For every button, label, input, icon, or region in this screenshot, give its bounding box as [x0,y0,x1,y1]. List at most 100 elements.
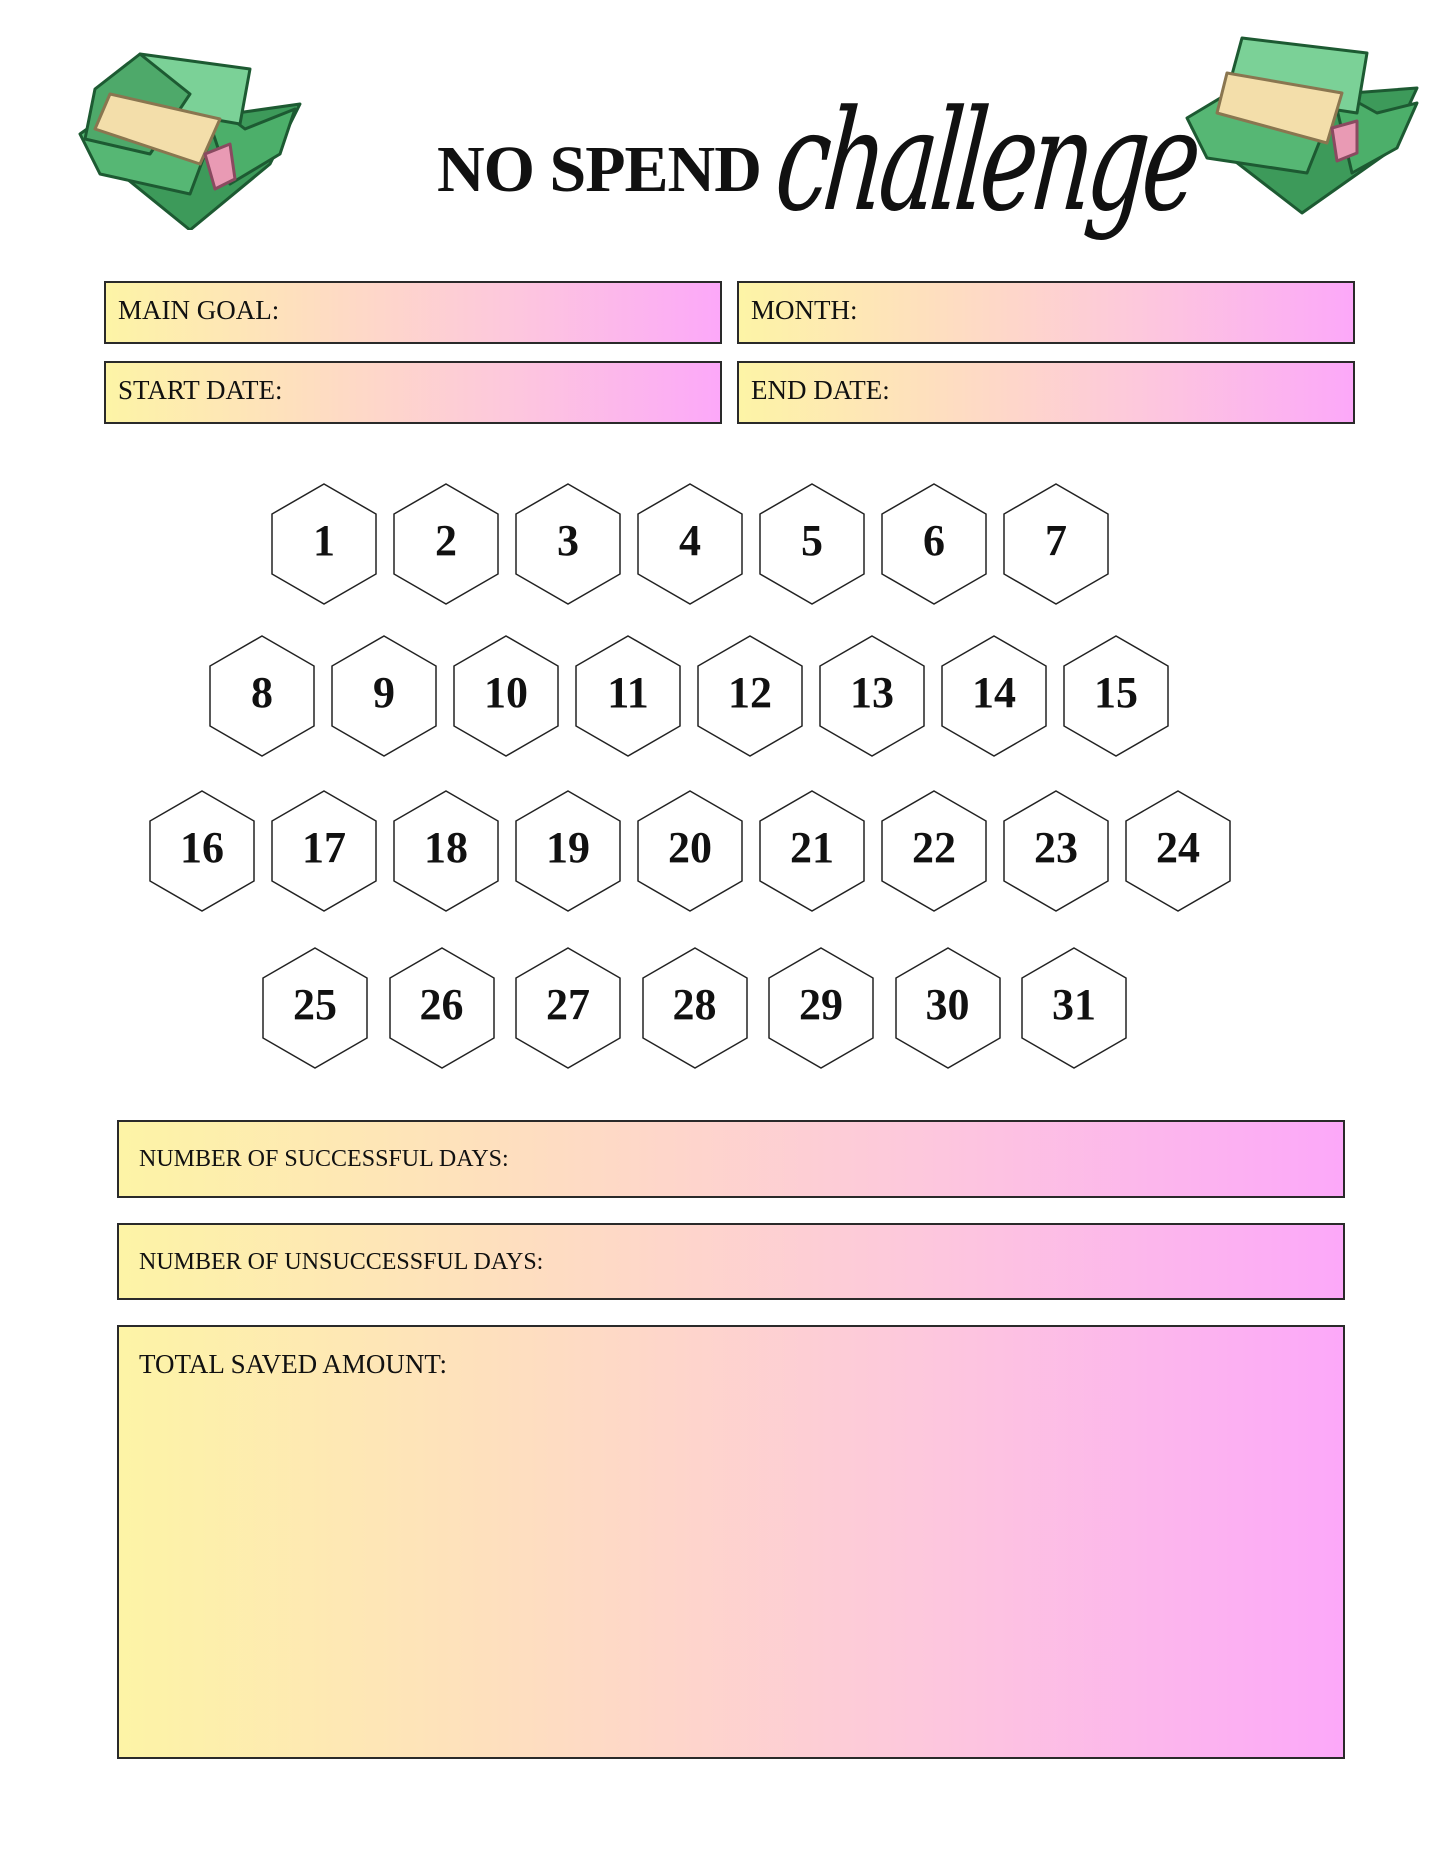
day-number: 21 [790,823,834,872]
day-hexagon[interactable]: 4 [637,483,743,605]
hexagon-shape [515,483,621,605]
hexagon-shape [262,947,368,1069]
day-number: 14 [972,668,1016,717]
money-stack-icon [78,52,302,230]
day-number: 10 [484,668,528,717]
day-hexagon[interactable]: 25 [262,947,368,1069]
day-hexagon[interactable]: 13 [819,635,925,757]
day-number: 15 [1094,668,1138,717]
day-hexagon[interactable]: 3 [515,483,621,605]
hexagon-shape [819,635,925,757]
day-number: 7 [1045,516,1067,565]
hexagon-shape [1125,790,1231,912]
hexagon-shape [1003,483,1109,605]
day-hexagon[interactable]: 2 [393,483,499,605]
end-date-field[interactable]: END DATE: [737,361,1355,424]
hexagon-shape [1021,947,1127,1069]
day-number: 31 [1052,980,1096,1029]
day-number: 26 [419,980,464,1029]
hexagon-shape [1003,790,1109,912]
day-number: 4 [679,516,701,565]
day-hexagon[interactable]: 31 [1021,947,1127,1069]
day-hexagon[interactable]: 6 [881,483,987,605]
hexagon-shape [1063,635,1169,757]
hexagon-shape [393,790,499,912]
day-number: 28 [672,980,717,1029]
hexagon-shape [393,483,499,605]
day-number: 22 [912,823,956,872]
day-hexagon[interactable]: 9 [331,635,437,757]
day-number: 19 [546,823,590,872]
hexagon-shape [881,483,987,605]
total-saved-field[interactable]: TOTAL SAVED AMOUNT: [117,1325,1345,1759]
hexagon-shape [331,635,437,757]
main-goal-field[interactable]: MAIN GOAL: [104,281,722,344]
day-hexagon[interactable]: 19 [515,790,621,912]
day-hexagon[interactable]: 18 [393,790,499,912]
day-number: 6 [923,516,945,565]
month-field[interactable]: MONTH: [737,281,1355,344]
day-hexagon[interactable]: 29 [768,947,874,1069]
day-number: 8 [251,668,273,717]
day-hexagon[interactable]: 27 [515,947,621,1069]
day-hexagon[interactable]: 10 [453,635,559,757]
day-hexagon[interactable]: 22 [881,790,987,912]
day-hexagon[interactable]: 30 [894,947,1001,1069]
day-hexagon[interactable]: 12 [697,635,803,757]
day-hexagon[interactable]: 1 [271,483,377,605]
day-hexagon[interactable]: 8 [209,635,315,757]
day-number: 3 [557,516,579,565]
unsuccessful-days-field[interactable]: NUMBER OF UNSUCCESSFUL DAYS: [117,1223,1345,1300]
day-hexagon[interactable]: 20 [637,790,743,912]
hexagon-shape [515,947,621,1069]
hexagon-shape [149,790,255,912]
day-number: 13 [850,668,894,717]
day-hexagon[interactable]: 7 [1003,483,1109,605]
day-number: 2 [435,516,457,565]
day-hexagon[interactable]: 16 [149,790,255,912]
hexagon-shape [209,635,315,757]
day-number: 29 [799,980,843,1029]
day-hexagon[interactable]: 26 [388,947,495,1069]
main-goal-label: MAIN GOAL: [118,295,280,325]
day-hexagon[interactable]: 28 [641,947,748,1069]
total-saved-label: TOTAL SAVED AMOUNT: [139,1349,448,1379]
day-hexagon[interactable]: 24 [1125,790,1231,912]
hexagon-shape [637,790,743,912]
day-hexagon[interactable]: 21 [759,790,865,912]
start-date-field[interactable]: START DATE: [104,361,722,424]
day-hexagon[interactable]: 5 [759,483,865,605]
hexagon-shape [697,635,803,757]
day-hexagon[interactable]: 17 [271,790,377,912]
hexagon-shape [641,947,748,1069]
unsuccessful-days-label: NUMBER OF UNSUCCESSFUL DAYS: [139,1249,544,1275]
hexagon-shape [768,947,874,1069]
day-number: 9 [373,668,395,717]
day-hexagon[interactable]: 11 [575,635,681,757]
day-number: 18 [424,823,468,872]
day-number: 24 [1156,823,1200,872]
page-title-script: challenge [769,80,1203,243]
hexagon-shape [453,635,559,757]
day-number: 12 [728,668,772,717]
day-number: 30 [925,980,970,1029]
hexagon-shape [575,635,681,757]
hexagon-shape [637,483,743,605]
hexagon-shape [941,635,1047,757]
day-hexagon[interactable]: 23 [1003,790,1109,912]
successful-days-field[interactable]: NUMBER OF SUCCESSFUL DAYS: [117,1120,1345,1198]
day-hexagon[interactable]: 14 [941,635,1047,757]
day-number: 1 [313,516,335,565]
day-number: 5 [801,516,823,565]
hexagon-shape [881,790,987,912]
successful-days-label: NUMBER OF SUCCESSFUL DAYS: [139,1146,509,1172]
hexagon-shape [388,947,495,1069]
money-stack-icon [1185,36,1419,215]
day-hexagon[interactable]: 15 [1063,635,1169,757]
page-title: NO SPEND [437,133,762,206]
day-number: 23 [1034,823,1078,872]
hexagon-shape [271,483,377,605]
hexagon-shape [894,947,1001,1069]
hexagon-shape [759,790,865,912]
hexagon-shape [759,483,865,605]
